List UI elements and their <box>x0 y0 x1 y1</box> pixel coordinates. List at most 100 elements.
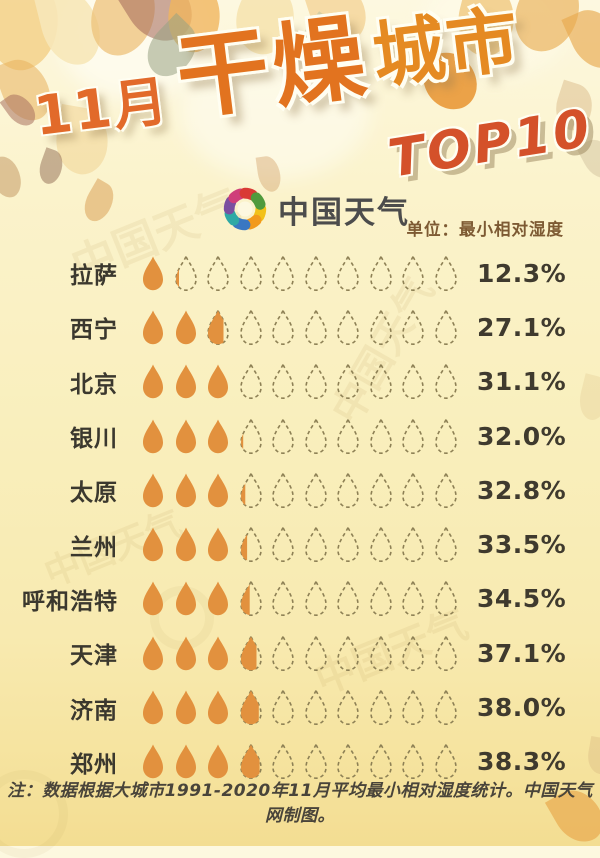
city-label: 银川 <box>70 426 118 453</box>
droplet-icon <box>434 254 457 291</box>
droplet-icon <box>304 634 327 671</box>
droplet-icon <box>143 744 163 779</box>
droplet-icon <box>207 254 229 291</box>
droplet-icon <box>175 419 196 453</box>
droplet-icon <box>239 471 262 508</box>
city-label: 天津 <box>70 643 118 670</box>
droplet-icon <box>207 308 229 345</box>
droplet-icon <box>304 308 327 345</box>
droplet-icon <box>272 689 294 726</box>
table-row: 银川 32.0% <box>0 409 600 463</box>
droplet-icon <box>337 743 359 780</box>
droplet-icon <box>337 580 359 617</box>
title-month: 11月 <box>30 68 173 148</box>
city-label: 呼和浩特 <box>22 588 118 615</box>
droplet-icon <box>175 690 196 725</box>
droplet-icon <box>304 580 327 617</box>
droplet-icon <box>272 526 294 563</box>
droplet-icon <box>208 636 228 670</box>
droplet-icon <box>434 526 457 563</box>
droplet-icon <box>239 634 262 671</box>
droplet-gauge <box>140 417 465 455</box>
droplet-icon <box>402 580 424 617</box>
droplet-icon <box>175 473 196 508</box>
droplet-icon <box>434 308 457 345</box>
droplet-icon <box>369 254 392 291</box>
droplet-icon <box>143 256 163 290</box>
droplet-icon <box>175 364 196 399</box>
droplet-icon <box>369 689 392 726</box>
droplet-icon <box>239 254 262 291</box>
droplet-icon <box>304 471 327 508</box>
leaf-decoration <box>34 147 68 187</box>
droplet-icon <box>272 743 294 780</box>
droplet-icon <box>272 634 294 671</box>
droplet-icon <box>304 526 327 563</box>
droplet-icon <box>369 743 392 780</box>
droplet-gauge <box>140 471 465 509</box>
table-row: 郑州 38.3% <box>0 735 600 789</box>
humidity-value: 12.3% <box>477 258 567 288</box>
humidity-value: 32.8% <box>477 475 567 505</box>
droplet-icon <box>208 581 228 616</box>
city-rows: 拉萨 12.3% 西宁 27.1% 北京 31.1% 银川 32.0% 太原 32.8% 兰州 33.… <box>0 246 600 789</box>
droplet-gauge <box>140 254 465 292</box>
droplet-icon <box>239 580 262 617</box>
china-weather-pinwheel-icon <box>223 187 267 231</box>
droplet-icon <box>434 417 457 454</box>
droplet-icon <box>337 634 359 671</box>
table-row: 拉萨 12.3% <box>0 246 600 300</box>
droplet-icon <box>369 580 392 617</box>
droplet-icon <box>143 690 163 725</box>
droplet-icon <box>143 636 163 670</box>
droplet-icon <box>402 471 424 508</box>
droplet-icon <box>304 689 327 726</box>
humidity-value: 37.1% <box>477 638 567 668</box>
humidity-value: 31.1% <box>477 367 567 397</box>
droplet-icon <box>239 308 262 345</box>
droplet-icon <box>337 417 359 454</box>
droplet-icon <box>175 310 196 345</box>
droplet-icon <box>208 419 228 453</box>
unit-label: 单位：最小相对湿度 <box>406 220 564 239</box>
droplet-icon <box>143 310 163 345</box>
droplet-icon <box>369 526 392 563</box>
droplet-icon <box>208 527 228 562</box>
droplet-gauge <box>140 526 465 563</box>
droplet-icon <box>175 581 196 616</box>
droplet-icon <box>402 254 424 291</box>
droplet-gauge <box>140 743 465 780</box>
droplet-icon <box>337 471 359 508</box>
droplet-icon <box>337 526 359 563</box>
table-row: 天津 37.1% <box>0 626 600 680</box>
droplet-gauge <box>140 363 465 400</box>
city-label: 太原 <box>70 480 118 507</box>
title-dry: 干燥 <box>170 3 375 134</box>
leaf-decoration <box>0 153 25 201</box>
humidity-value: 27.1% <box>477 312 567 342</box>
droplet-icon <box>175 636 196 670</box>
droplet-icon <box>434 363 457 400</box>
droplet-gauge <box>140 580 465 617</box>
droplet-icon <box>304 254 327 291</box>
city-label: 郑州 <box>70 751 118 778</box>
droplet-icon <box>304 743 327 780</box>
brand-block: 中国天气 <box>222 186 410 232</box>
droplet-gauge <box>140 634 465 672</box>
droplet-icon <box>402 363 424 400</box>
droplet-gauge <box>140 689 465 726</box>
city-label: 北京 <box>70 371 118 398</box>
droplet-gauge <box>140 308 465 346</box>
droplet-icon <box>337 363 359 400</box>
droplet-icon <box>272 363 294 400</box>
city-label: 西宁 <box>70 317 118 344</box>
table-row: 西宁 27.1% <box>0 300 600 354</box>
droplet-icon <box>239 417 262 454</box>
droplet-icon <box>208 473 228 508</box>
city-label: 兰州 <box>70 534 118 561</box>
droplet-icon <box>143 527 163 562</box>
table-row: 太原 32.8% <box>0 463 600 517</box>
droplet-icon <box>272 308 294 345</box>
droplet-icon <box>272 580 294 617</box>
